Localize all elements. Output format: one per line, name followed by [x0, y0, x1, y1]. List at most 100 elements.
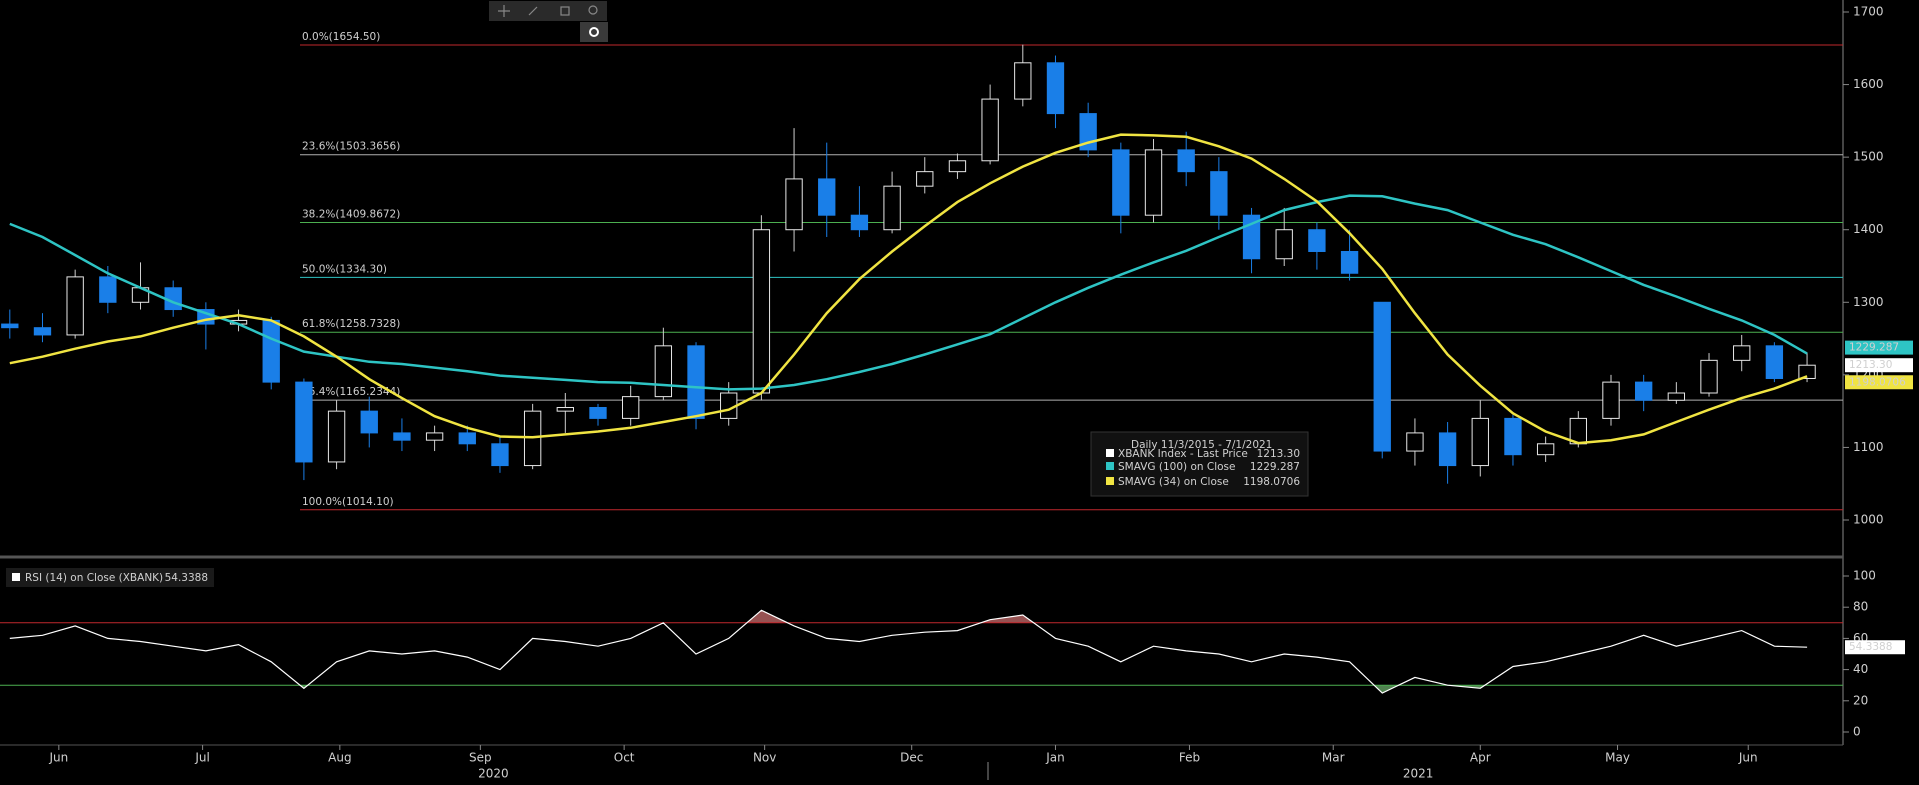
x-tick-label: Oct — [614, 751, 635, 765]
candle-body — [393, 432, 411, 441]
candle-body — [654, 345, 673, 398]
candle-body — [785, 178, 803, 231]
y-tick-label: 1700 — [1853, 5, 1884, 19]
x-tick-label: Jun — [48, 751, 68, 765]
x-tick-label: Dec — [900, 751, 923, 765]
y-tick-label: 1100 — [1853, 440, 1884, 454]
candle-body — [818, 178, 836, 216]
candle-body — [1733, 345, 1751, 361]
legend-value: 1229.287 — [1250, 461, 1300, 473]
legend-title: Daily 11/3/2015 - 7/1/2021 — [1131, 439, 1272, 451]
fib-label: 61.8%(1258.7328) — [302, 318, 400, 330]
fib-label: 38.2%(1409.8672) — [302, 209, 400, 221]
candle-body — [1275, 229, 1293, 260]
candle-body — [295, 381, 313, 463]
crosshair-icon[interactable] — [498, 5, 510, 17]
y-tick-label: 40 — [1853, 662, 1868, 676]
candle-body — [1798, 364, 1816, 379]
candle-body — [752, 229, 771, 394]
rsi-tag — [1845, 640, 1905, 655]
save-icon[interactable] — [560, 6, 570, 16]
moving-average-line — [9, 194, 1808, 391]
toolbar — [489, 1, 608, 42]
legend-label: XBANK Index - Last Price — [1118, 448, 1248, 460]
rsi-header-bg — [6, 568, 214, 587]
y-tick-label: 1500 — [1853, 150, 1884, 164]
candle-body — [1406, 432, 1424, 452]
candle-body — [1504, 417, 1522, 456]
candle-body — [1438, 432, 1457, 467]
rsi-tag-label: 54.3388 — [1849, 641, 1892, 653]
candle-body — [883, 185, 901, 231]
year-label: 2020 — [478, 767, 509, 781]
legend-swatch — [1106, 477, 1114, 485]
candle-body — [1602, 381, 1620, 419]
candle-body — [1634, 381, 1653, 401]
price-tag-label: 1229.287 — [1849, 342, 1899, 354]
settings-icon — [589, 27, 599, 37]
rsi-line — [9, 609, 1808, 694]
candle-body — [1536, 443, 1555, 456]
fib-label: 23.6%(1503.3656) — [302, 141, 400, 153]
candle-body — [262, 319, 280, 383]
candle-body — [1700, 359, 1718, 394]
candle-body — [622, 396, 640, 419]
candle-body — [948, 160, 967, 173]
price-tag-label: 1198.0706 — [1849, 376, 1906, 388]
candle-body — [491, 443, 509, 467]
legend-value: 1213.30 — [1257, 448, 1300, 460]
x-tick-label: Nov — [753, 751, 776, 765]
candle-body — [1667, 392, 1686, 401]
x-tick-label: Feb — [1179, 751, 1200, 765]
price-tag — [1845, 340, 1913, 355]
candle-body — [687, 345, 705, 419]
candle-body — [850, 214, 869, 231]
candle-body — [1308, 229, 1326, 252]
candle-body — [66, 276, 84, 336]
candle-body — [556, 407, 574, 412]
y-tick-label: 1600 — [1853, 77, 1884, 91]
legend-swatch — [1106, 462, 1114, 470]
candle-body — [1046, 62, 1065, 115]
x-tick-label: Jan — [1045, 751, 1065, 765]
toolbar-bg — [489, 1, 607, 21]
legend-value: 1198.0706 — [1243, 476, 1300, 488]
x-tick-label: Aug — [328, 751, 351, 765]
candle-body — [327, 410, 346, 463]
x-tick-label: Jul — [194, 751, 209, 765]
candle-body — [589, 407, 607, 419]
candle-body — [99, 276, 117, 303]
candle-body — [1210, 171, 1228, 216]
candle-body — [1373, 301, 1391, 452]
price-tag — [1845, 358, 1913, 373]
settings-button[interactable] — [580, 22, 608, 42]
candle-body — [1, 323, 19, 329]
x-tick-label: Apr — [1470, 751, 1491, 765]
draw-icon[interactable] — [528, 6, 538, 16]
candle-body — [1112, 149, 1130, 216]
candle-body — [981, 98, 999, 162]
candle-body — [1144, 149, 1163, 216]
legend-swatch — [12, 573, 20, 581]
zoom-icon[interactable] — [588, 5, 598, 15]
candle-body — [1471, 417, 1489, 467]
year-label: 2021 — [1403, 767, 1434, 781]
fib-label: 0.0%(1654.50) — [302, 31, 380, 43]
candle-body — [33, 327, 52, 336]
legend-box — [1090, 431, 1309, 497]
legend-label: SMAVG (100) on Close — [1118, 461, 1235, 473]
fib-label: 100.0%(1014.10) — [302, 496, 394, 508]
rsi-title: RSI (14) on Close (XBANK) — [25, 572, 163, 584]
candle-body — [1765, 345, 1784, 379]
candle-body — [1177, 149, 1195, 173]
fib-label: 76.4%(1165.2344) — [302, 386, 400, 398]
legend-label: SMAVG (34) on Close — [1118, 476, 1229, 488]
legend: Daily 11/3/2015 - 7/1/2021 XBANK Index -… — [1090, 431, 1309, 497]
candle-body — [425, 432, 444, 441]
y-tick-label: 1300 — [1853, 295, 1884, 309]
y-tick-label: 1000 — [1853, 513, 1884, 527]
x-tick-label: Sep — [469, 751, 492, 765]
